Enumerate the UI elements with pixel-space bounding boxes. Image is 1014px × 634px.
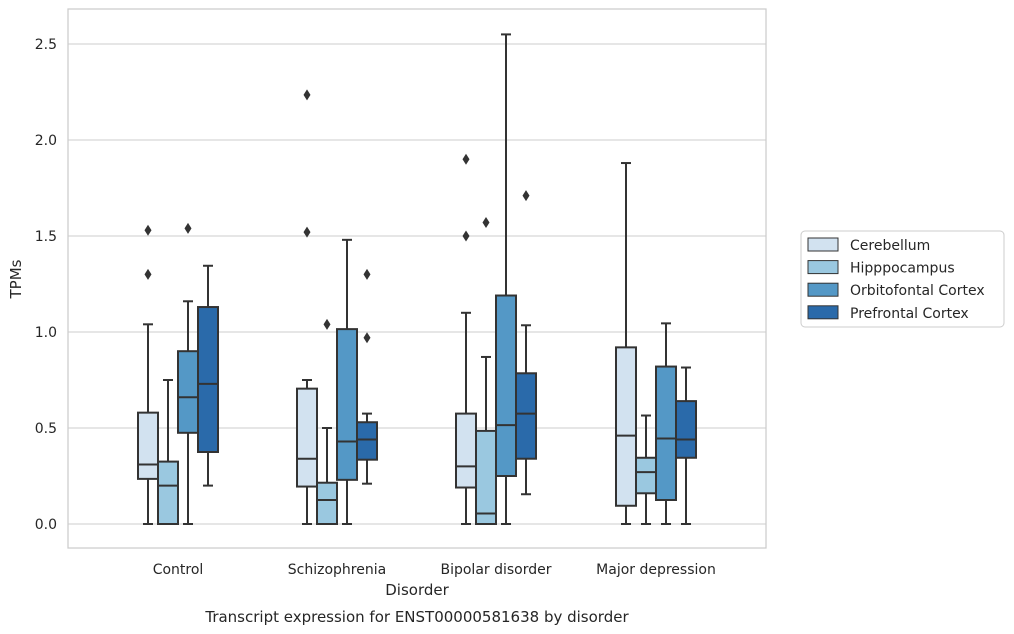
x-tick-label: Bipolar disorder: [440, 562, 551, 578]
legend-swatch: [807, 282, 839, 297]
box-0-1: [157, 379, 179, 526]
box-body: [197, 306, 219, 454]
x-axis-label: Disorder: [385, 581, 449, 599]
outlier-point: [303, 226, 311, 238]
outlier-point: [462, 230, 470, 242]
box-2-3: [515, 190, 537, 496]
plot-frame: [67, 8, 767, 549]
legend-label: Hipppocampus: [850, 261, 955, 277]
outlier-point: [184, 222, 192, 234]
x-tick-label: Schizophrenia: [288, 562, 386, 578]
box-body: [296, 387, 318, 488]
box-body: [177, 350, 199, 434]
outlier-point: [462, 153, 470, 165]
box-body: [157, 460, 179, 526]
box-2-2: [495, 33, 517, 525]
legend: Cerebellum Hipppocampus Orbitofontal Corte…: [800, 230, 1005, 328]
x-tick-label: Control: [153, 562, 204, 578]
box-body: [137, 411, 159, 480]
outlier-point: [363, 332, 371, 344]
legend-label: Cerebellum: [850, 238, 930, 254]
outlier-point: [482, 217, 490, 229]
box-3-1: [635, 414, 657, 525]
outlier-point: [303, 89, 311, 101]
y-tick-label: 2.5: [35, 37, 57, 53]
box-body: [655, 365, 677, 501]
box-1-3: [356, 268, 378, 485]
legend-label: Prefrontal Cortex: [850, 306, 969, 322]
box-body: [495, 294, 517, 477]
box-2-1: [475, 217, 497, 526]
y-tick-label: 1.5: [35, 229, 57, 245]
box-body: [316, 481, 338, 525]
box-3-3: [675, 366, 697, 525]
box-1-1: [316, 318, 338, 525]
box-0-0: [137, 224, 159, 525]
legend-swatch: [807, 260, 839, 275]
box-body: [356, 421, 378, 461]
y-tick-label: 1.0: [35, 325, 57, 341]
box-0-2: [177, 222, 199, 525]
legend-swatch: [807, 305, 839, 320]
box-body: [635, 456, 657, 495]
box-body: [515, 372, 537, 460]
y-tick-label: 0.0: [35, 517, 57, 533]
y-axis-ticks: 0.0 0.5 1.0 1.5 2.0 2.5: [35, 37, 57, 533]
outlier-point: [144, 268, 152, 280]
box-3-0: [615, 162, 637, 525]
outlier-point: [522, 190, 530, 202]
y-axis-label: TPMs: [7, 259, 25, 299]
box-2-0: [455, 153, 477, 525]
outlier-point: [363, 268, 371, 280]
legend-swatch: [807, 237, 839, 252]
box-groups: [137, 33, 697, 526]
box-1-0: [296, 89, 318, 525]
chart-caption: Transcript expression for ENST0000058163…: [204, 608, 629, 626]
x-tick-label: Major depression: [596, 562, 716, 578]
box-0-3: [197, 264, 219, 487]
legend-frame: [800, 230, 1005, 328]
x-axis-ticks: Control Schizophrenia Bipolar disorder Majo…: [153, 562, 716, 578]
outlier-point: [144, 224, 152, 236]
box-body: [336, 328, 358, 481]
box-body: [455, 412, 477, 489]
outlier-point: [323, 318, 331, 330]
box-body: [675, 400, 697, 459]
legend-label: Orbitofontal Cortex: [850, 283, 985, 299]
y-tick-label: 2.0: [35, 133, 57, 149]
box-body: [475, 429, 497, 526]
y-tick-label: 0.5: [35, 421, 57, 437]
box-body: [615, 346, 637, 507]
box-1-2: [336, 238, 358, 525]
